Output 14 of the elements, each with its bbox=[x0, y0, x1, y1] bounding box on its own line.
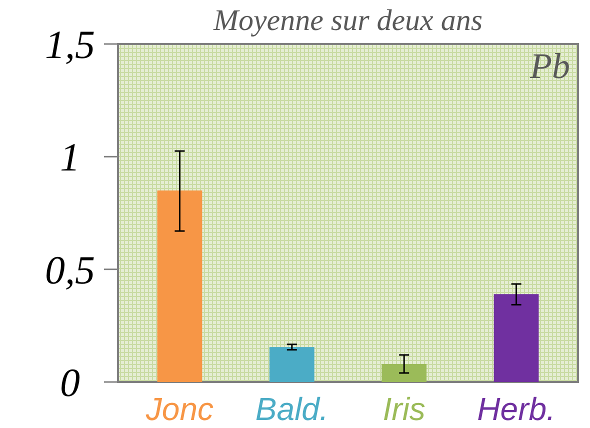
y-tick-label: 0 bbox=[60, 360, 80, 405]
bar bbox=[269, 347, 314, 382]
annotation: Pb bbox=[529, 46, 570, 86]
x-tick-label: Jonc bbox=[144, 391, 214, 427]
x-tick-label: Bald. bbox=[255, 391, 328, 427]
x-tick-label: Iris bbox=[382, 391, 426, 427]
bar bbox=[157, 190, 202, 382]
y-tick-label: 0,5 bbox=[45, 247, 95, 292]
bar bbox=[382, 364, 427, 382]
y-tick-label: 1 bbox=[60, 134, 80, 180]
chart-title: Moyenne sur deux ans bbox=[212, 4, 483, 37]
bar bbox=[494, 294, 539, 382]
x-tick-label: Herb. bbox=[477, 391, 556, 427]
y-tick-label: 1,5 bbox=[45, 22, 95, 67]
